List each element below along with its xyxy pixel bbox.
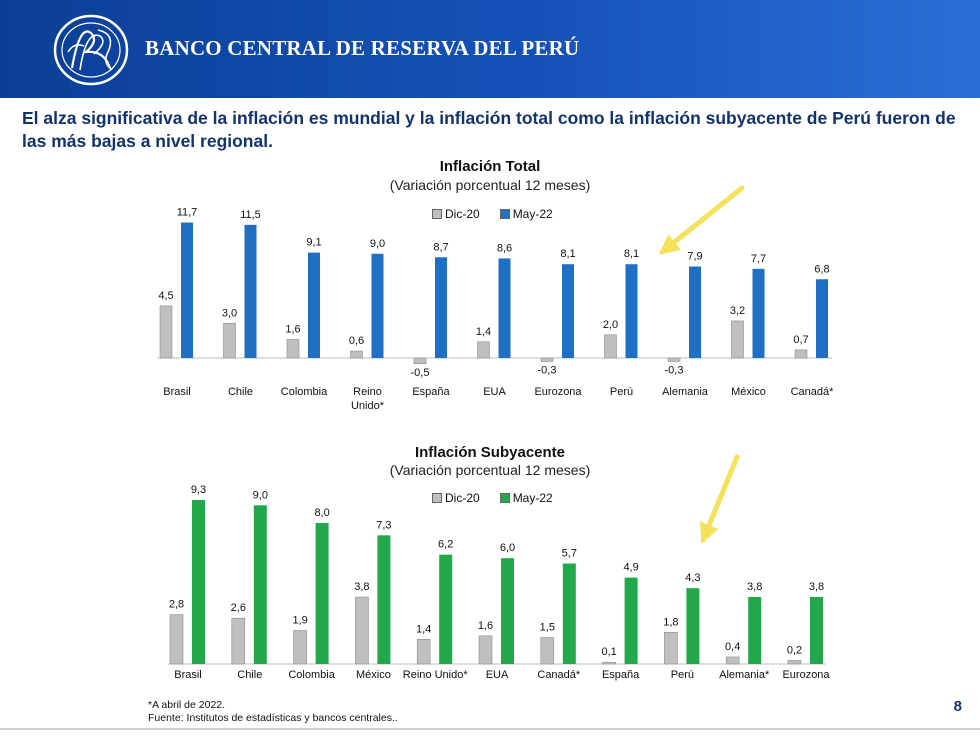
chart-total-bar-may22-8	[689, 266, 701, 358]
chart-total-bar-dic20-2	[286, 339, 300, 359]
chart-total-tick-label-6: Eurozona	[534, 386, 582, 398]
chart-total-bar-may22-4	[435, 257, 447, 358]
chart-total-data-label-may22-9: 7,7	[751, 253, 766, 265]
chart-total-data-label-may22-3: 9,0	[370, 238, 385, 250]
chart-total-data-label-may22-0: 11,7	[177, 207, 198, 219]
chart-total-data-label-may22-10: 6,8	[814, 263, 829, 275]
chart-total-data-label-dic20-3: 0,6	[349, 335, 364, 347]
chart-total-bar-may22-9	[752, 268, 765, 358]
chart-total-bar-dic20-3	[350, 350, 363, 359]
chart-total-tick-label-0: Brasil	[163, 386, 191, 398]
chart-total-data-label-dic20-8: -0,3	[665, 364, 684, 376]
chart-total-tick-label-3-1: Unido*	[351, 400, 385, 412]
chart-total-bar-dic20-4	[413, 357, 427, 365]
chart-sub-subtitle: (Variación porcentual 12 meses)	[389, 462, 591, 478]
legend-label-dic20-sub: Dic-20	[445, 491, 480, 505]
chart-total-data-label-dic20-6: -0,3	[538, 364, 557, 376]
chart-total-tick-label-4: España	[412, 386, 450, 398]
chart-total-bar-dic20-9	[731, 320, 744, 359]
chart-total-bar-dic20-10	[794, 349, 808, 359]
chart-total-bar-dic20-5	[477, 341, 490, 359]
chart-total-tick-label-9: México	[731, 386, 766, 398]
chart-total-subtitle: (Variación porcentual 12 meses)	[389, 177, 591, 193]
chart-total-data-label-dic20-2: 1,6	[285, 323, 300, 335]
chart-total-tick-label-5: EUA	[483, 386, 506, 398]
chart-total-bar-may22-7	[625, 264, 638, 358]
chart-total-bar-dic20-8	[667, 357, 681, 362]
chart-total-data-label-may22-5: 8,6	[497, 242, 512, 254]
chart-total-bar-may22-10	[816, 279, 828, 358]
chart-total-bar-dic20-1	[223, 322, 236, 359]
legend-swatch-may22-sub	[499, 493, 510, 503]
chart-total-bar-dic20-0	[159, 305, 173, 359]
footnote-note: *A abril de 2022.	[148, 699, 226, 711]
chart-total-bar-may22-5	[498, 258, 511, 358]
chart-sub-legend: Dic-20 May-22	[432, 491, 553, 505]
footnote-source: Fuente: Institutos de estadísticas y ban…	[148, 712, 398, 724]
legend-item-dic20: Dic-20	[432, 207, 480, 221]
chart-total-tick-label-8: Alemania	[662, 386, 709, 398]
chart-total-bar-may22-0	[181, 222, 193, 358]
chart-total-bar-dic20-6	[540, 357, 554, 362]
highlight-arrow-icon	[658, 185, 745, 255]
bottom-divider	[0, 728, 980, 730]
legend-swatch-may22	[499, 209, 510, 219]
legend-swatch-dic20	[432, 209, 442, 219]
chart-total-data-label-dic20-10: 0,7	[793, 334, 808, 346]
bcrp-logo-icon	[53, 14, 129, 86]
chart-total-tick-label-1: Chile	[228, 386, 253, 398]
chart-total-bar-may22-6	[562, 264, 574, 358]
chart-total-tick-label-3-0: Reino	[353, 386, 382, 398]
legend-item-dic20-sub: Dic-20	[432, 491, 480, 505]
chart-total-data-label-may22-2: 9,1	[306, 237, 321, 249]
chart-total-data-label-dic20-4: -0,5	[411, 367, 430, 379]
chart-total-tick-label-2: Colombia	[281, 386, 328, 398]
chart-total-legend: Dic-20 May-22	[432, 207, 553, 221]
legend-label-may22: May-22	[512, 207, 553, 221]
chart-total-bar-dic20-7	[604, 334, 617, 359]
chart-sub-title: Inflación Subyacente	[414, 444, 566, 461]
chart-total-data-label-dic20-9: 3,2	[730, 305, 745, 317]
legend-swatch-dic20-sub	[432, 493, 442, 503]
chart-total-bar-may22-3	[371, 253, 384, 358]
legend-label-dic20: Dic-20	[445, 207, 480, 221]
chart-total-data-label-dic20-0: 4,5	[158, 290, 173, 302]
chart-total-data-label-may22-1: 11,5	[240, 209, 261, 221]
chart-total-bar-may22-1	[244, 224, 257, 358]
chart-total-data-label-dic20-7: 2,0	[603, 319, 618, 331]
slide-title: El alza significativa de la inflación es…	[22, 108, 956, 151]
legend-item-may22-sub: May-22	[499, 491, 553, 505]
chart-total-data-label-dic20-1: 3,0	[222, 307, 237, 319]
bank-name: BANCO CENTRAL DE RESERVA DEL PERÚ	[145, 36, 580, 60]
page-number: 8	[953, 698, 962, 715]
chart-total-data-label-may22-4: 8,7	[433, 241, 448, 253]
chart-total-data-label-may22-8: 7,9	[687, 251, 702, 263]
legend-label-may22-sub: May-22	[512, 491, 553, 505]
chart-total-bar-may22-2	[308, 252, 320, 358]
chart-total-data-label-may22-7: 8,1	[624, 248, 639, 260]
slide-header: BANCO CENTRAL DE RESERVA DEL PERÚ	[0, 0, 980, 98]
chart-total-tick-label-10: Canadá*	[791, 386, 835, 398]
chart-total-data-label-may22-6: 8,1	[560, 248, 575, 260]
chart-total-tick-label-7: Perú	[610, 386, 633, 398]
chart-total-data-label-dic20-5: 1,4	[476, 326, 491, 338]
legend-item-may22: May-22	[499, 207, 553, 221]
chart-total-title: Inflación Total	[439, 158, 541, 175]
